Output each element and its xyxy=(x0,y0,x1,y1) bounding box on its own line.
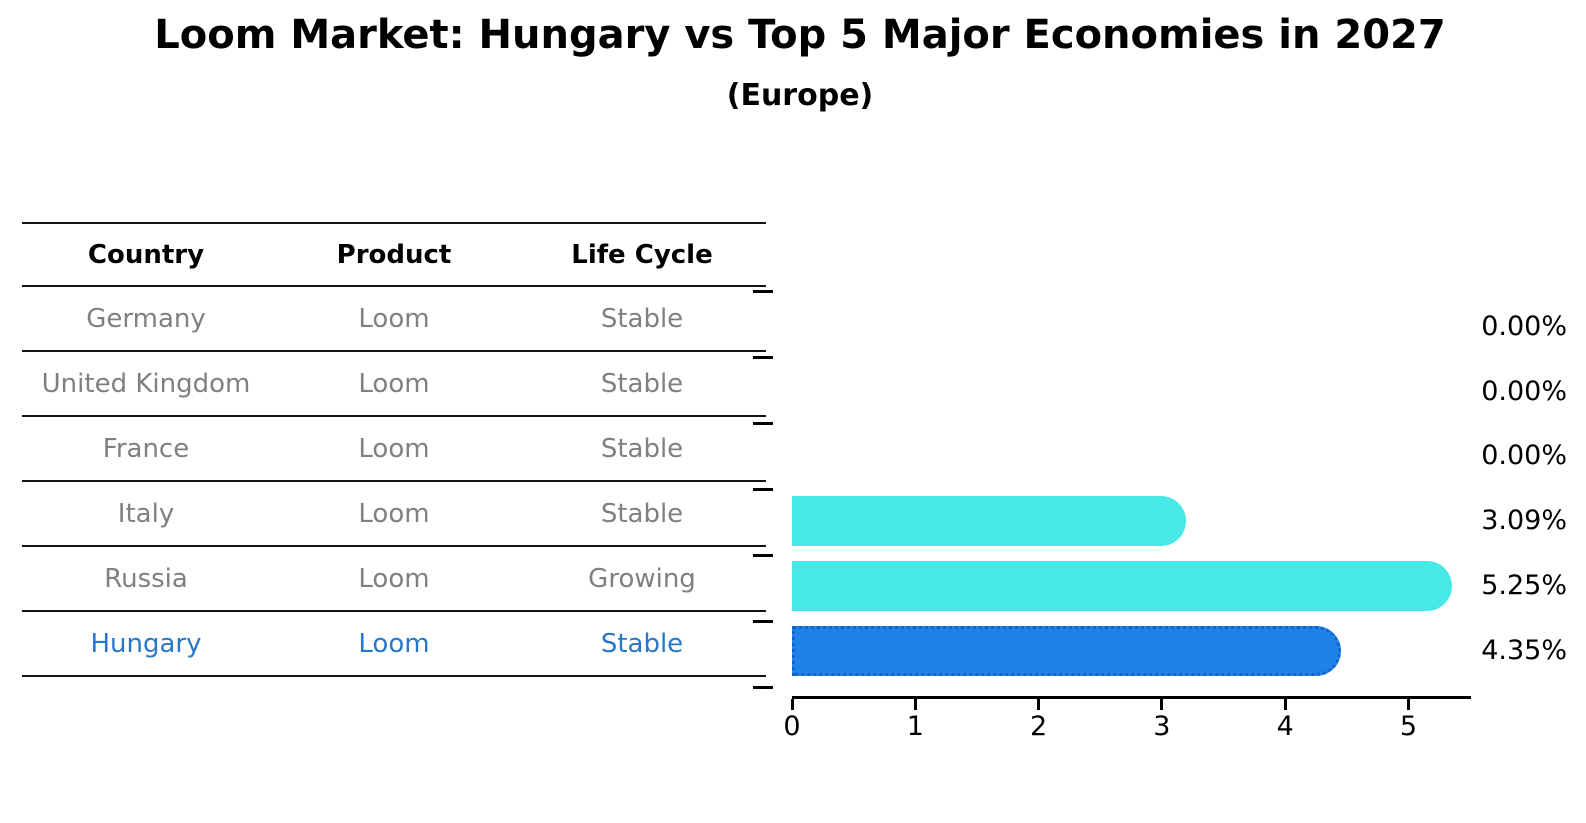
x-tick-label: 3 xyxy=(1153,711,1171,742)
product-cell: Loom xyxy=(270,546,518,612)
country-cell: Russia xyxy=(22,546,270,612)
chart-subtitle: (Europe) xyxy=(726,78,874,113)
x-tick-label: 2 xyxy=(1030,711,1048,742)
x-tick-label: 4 xyxy=(1276,711,1294,742)
table-row-italy: Italy Loom Stable xyxy=(22,481,766,547)
value-label-italy: 3.09% xyxy=(1481,505,1567,536)
y-tick-mark xyxy=(753,290,773,293)
x-axis-line xyxy=(792,696,1471,699)
life-cycle-cell: Stable xyxy=(518,351,766,417)
table-row-france: France Loom Stable xyxy=(22,416,766,482)
x-tick-mark xyxy=(1283,699,1287,710)
x-tick-mark xyxy=(1160,699,1164,710)
product-cell: Loom xyxy=(270,286,518,352)
life-cycle-cell: Stable xyxy=(518,481,766,547)
value-label-russia: 5.25% xyxy=(1481,570,1567,601)
table-header-row: Country Product Life Cycle xyxy=(22,222,766,287)
life-cycle-cell: Growing xyxy=(518,546,766,612)
y-tick-mark xyxy=(753,356,773,359)
country-cell: Italy xyxy=(22,481,270,547)
country-cell: Germany xyxy=(22,286,270,352)
value-label-hungary: 4.35% xyxy=(1481,635,1567,666)
y-tick-mark xyxy=(753,488,773,491)
x-tick-mark xyxy=(1037,699,1041,710)
chart-title: Loom Market: Hungary vs Top 5 Major Econ… xyxy=(154,12,1446,58)
table-row-united-kingdom: United Kingdom Loom Stable xyxy=(22,351,766,417)
table-row-germany: Germany Loom Stable xyxy=(22,286,766,352)
life-cycle-cell: Stable xyxy=(518,286,766,352)
column-header-country: Country xyxy=(22,222,270,287)
x-tick-mark xyxy=(790,699,794,710)
product-cell: Loom xyxy=(270,351,518,417)
x-tick-label: 0 xyxy=(783,711,801,742)
y-tick-mark xyxy=(753,620,773,623)
country-cell: France xyxy=(22,416,270,482)
country-cell: Hungary xyxy=(22,611,270,677)
product-cell: Loom xyxy=(270,416,518,482)
table-row-hungary: Hungary Loom Stable xyxy=(22,611,766,677)
x-tick-label: 1 xyxy=(906,711,924,742)
y-tick-mark xyxy=(753,422,773,425)
country-cell: United Kingdom xyxy=(22,351,270,417)
x-tick-label: 5 xyxy=(1399,711,1418,742)
y-tick-mark xyxy=(753,686,773,689)
column-header-life-cycle: Life Cycle xyxy=(518,222,766,287)
table-row-russia: Russia Loom Growing xyxy=(22,546,766,612)
y-tick-mark xyxy=(753,554,773,557)
x-tick-mark xyxy=(913,699,917,710)
product-cell: Loom xyxy=(270,481,518,547)
value-label-united-kingdom: 0.00% xyxy=(1481,376,1567,407)
x-tick-mark xyxy=(1407,699,1410,710)
country-table: Country Product Life Cycle Germany Loom St… xyxy=(22,222,766,677)
bar-italy xyxy=(792,496,1186,546)
bar-russia xyxy=(792,561,1453,611)
product-cell: Loom xyxy=(270,611,518,677)
value-label-france: 0.00% xyxy=(1481,440,1567,471)
column-header-product: Product xyxy=(270,222,518,287)
life-cycle-cell: Stable xyxy=(518,611,766,677)
value-label-germany: 0.00% xyxy=(1481,311,1567,342)
bar-hungary xyxy=(792,626,1342,676)
life-cycle-cell: Stable xyxy=(518,416,766,482)
